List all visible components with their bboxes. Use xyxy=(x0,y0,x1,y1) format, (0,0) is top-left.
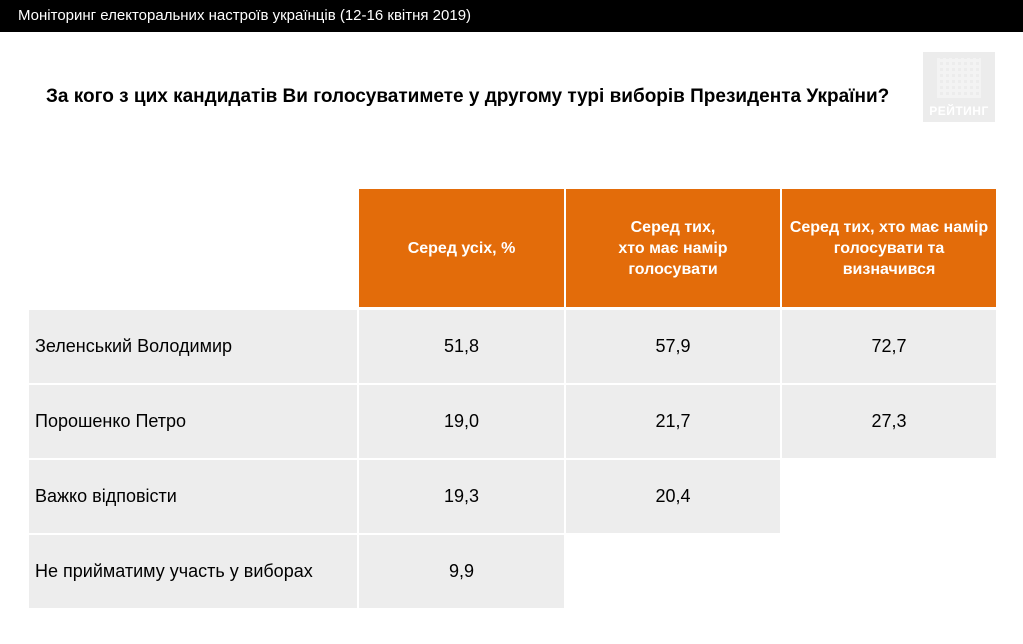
cell-poroshenko-decided: 27,3 xyxy=(782,385,996,458)
cell-zelensky-all: 51,8 xyxy=(359,310,564,383)
title-bar: Моніторинг електоральних настроїв україн… xyxy=(0,0,1023,32)
cell-poroshenko-intending: 21,7 xyxy=(566,385,780,458)
logo: РЕЙТИНГ xyxy=(923,52,995,122)
cell-hard-to-say-intending: 20,4 xyxy=(566,460,780,533)
cell-not-voting-all: 9,9 xyxy=(359,535,564,608)
cell-hard-to-say-all: 19,3 xyxy=(359,460,564,533)
window-title: Моніторинг електоральних настроїв україн… xyxy=(18,7,472,24)
header-decided: Серед тих, хто має намір голосувати та в… xyxy=(782,189,996,307)
row-label-not-voting: Не прийматиму участь у виборах xyxy=(29,535,357,608)
cell-zelensky-intending: 57,9 xyxy=(566,310,780,383)
cell-poroshenko-all: 19,0 xyxy=(359,385,564,458)
cell-zelensky-decided: 72,7 xyxy=(782,310,996,383)
question-title: За кого з цих кандидатів Ви голосуватиме… xyxy=(46,86,890,107)
header-intending: Серед тих, хто має намір голосувати xyxy=(566,189,780,307)
logo-text: РЕЙТИНГ xyxy=(929,104,989,118)
logo-icon xyxy=(937,58,981,98)
row-label-zelensky: Зеленський Володимир xyxy=(29,310,357,383)
row-label-hard-to-say: Важко відповісти xyxy=(29,460,357,533)
row-label-poroshenko: Порошенко Петро xyxy=(29,385,357,458)
header-all: Серед усіх, % xyxy=(359,189,564,307)
